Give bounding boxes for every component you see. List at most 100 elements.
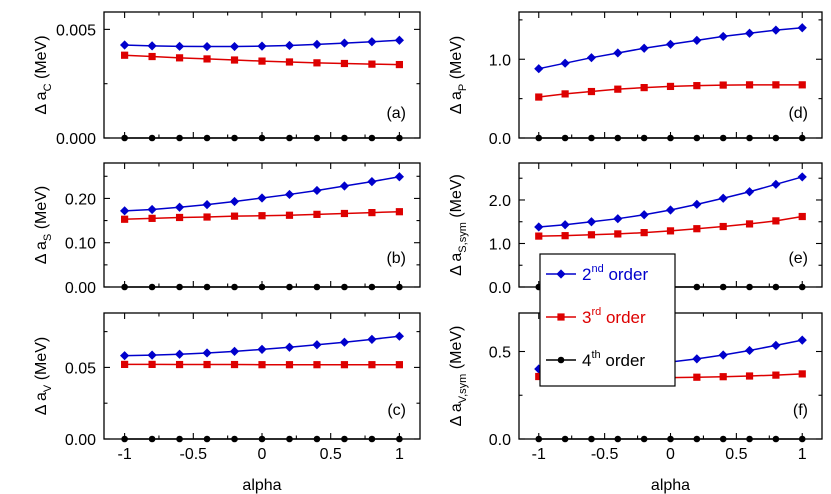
panel-d: 0.0 1.0 (d) Δ aP (MeV) [448, 11, 823, 148]
legend-num: 3 [582, 308, 591, 327]
data-point-3rd [285, 361, 294, 369]
data-point-2nd [284, 189, 295, 200]
data-point-3rd [587, 87, 596, 96]
data-point-3rd [340, 59, 349, 68]
data-point-4th [258, 283, 266, 291]
x-tick-label: -1 [117, 446, 131, 463]
x-tick-label: 0.5 [320, 446, 342, 463]
data-point-4th [313, 435, 321, 443]
data-point-2nd [771, 340, 781, 350]
y-label-var: Δ a [33, 91, 50, 114]
series-3rd [535, 212, 806, 240]
y-tick-label: 2.0 [489, 193, 511, 210]
data-point-2nd [202, 200, 212, 210]
panel-label: (a) [386, 105, 406, 122]
panel-b: 0.00 0.10 0.20 (b) Δ aS (MeV) [33, 162, 421, 297]
y-tick-label: 1.0 [489, 52, 511, 69]
data-point-2nd [534, 222, 544, 232]
data-point-3rd [230, 212, 239, 220]
data-point-3rd [395, 60, 403, 69]
data-point-4th [746, 283, 753, 291]
series-2nd [120, 35, 404, 52]
data-point-3rd [535, 93, 543, 101]
y-tick-label: 0.000 [56, 131, 96, 148]
y-axis-label: Δ aV,sym (MeV) [448, 326, 469, 427]
data-point-4th [341, 435, 348, 443]
data-point-3rd [340, 361, 349, 369]
data-point-3rd [368, 60, 376, 68]
data-point-4th [368, 134, 376, 142]
data-point-4th [719, 435, 727, 443]
data-point-3rd [666, 227, 675, 235]
data-point-2nd [147, 41, 157, 51]
y-label-subscript: S [42, 234, 54, 241]
data-point-3rd [798, 370, 806, 378]
data-point-4th [693, 283, 701, 291]
data-point-4th [313, 134, 321, 142]
data-point-3rd [745, 81, 754, 89]
panel-e: 0.0 1.0 2.0 (e) Δ aS,sym (MeV) [448, 162, 823, 297]
x-tick-label: -0.5 [591, 446, 619, 463]
data-point-2nd [312, 185, 322, 196]
data-point-2nd [339, 38, 350, 48]
data-point-3rd [148, 360, 156, 369]
data-point-2nd [120, 351, 130, 361]
y-tick-label: 0.5 [489, 345, 511, 362]
data-point-3rd [666, 82, 675, 91]
data-point-4th [258, 134, 266, 142]
data-point-3rd [535, 232, 543, 240]
data-point-3rd [203, 213, 211, 221]
panel-label: (d) [788, 105, 808, 122]
data-point-2nd [639, 210, 649, 220]
y-axis-label: Δ aV (MeV) [33, 337, 54, 416]
data-point-2nd [639, 43, 649, 53]
y-label-unit: (MeV) [33, 186, 50, 234]
data-point-4th [368, 283, 376, 291]
data-point-2nd [312, 39, 322, 49]
data-point-3rd [368, 361, 376, 369]
data-point-2nd [718, 350, 728, 360]
data-point-2nd [613, 214, 623, 224]
data-point-2nd [120, 40, 130, 50]
series-3rd [121, 208, 403, 223]
plot-frame [103, 312, 421, 440]
x-axis-label: alpha [651, 477, 690, 494]
series-3rd [535, 81, 806, 101]
x-tick-label: -0.5 [180, 446, 208, 463]
data-point-4th [286, 435, 293, 443]
data-point-3rd [772, 371, 780, 379]
data-point-3rd [395, 361, 403, 369]
data-point-2nd [312, 340, 322, 350]
data-point-2nd [120, 206, 130, 216]
data-point-2nd [367, 334, 377, 344]
legend-text: order [601, 308, 646, 327]
series-4th [535, 435, 806, 443]
data-point-2nd [718, 193, 728, 203]
data-point-4th [561, 435, 569, 443]
data-point-4th [667, 435, 674, 443]
y-tick-label: 0.00 [65, 280, 96, 297]
data-point-4th [231, 283, 238, 291]
y-label-subscript: S,sym [457, 222, 469, 253]
data-point-4th [231, 134, 238, 142]
panel-c: -1 -0.5 0 0.5 1 0.00 0.05 (c) Δ aV (MeV) alpha [33, 312, 421, 494]
data-point-4th [203, 134, 211, 142]
data-point-3rd [772, 81, 780, 89]
data-point-4th [176, 283, 183, 291]
data-point-2nd [560, 58, 570, 68]
data-point-3rd [693, 225, 701, 233]
data-point-2nd [339, 337, 350, 347]
data-point-2nd [665, 205, 676, 215]
data-point-4th [588, 435, 595, 443]
data-point-3rd [719, 222, 727, 231]
data-point-4th [693, 435, 701, 443]
series-4th [121, 134, 403, 142]
data-point-2nd [718, 31, 728, 42]
data-point-4th [614, 134, 622, 142]
series-2nd [120, 172, 404, 216]
data-point-2nd [744, 345, 755, 356]
data-point-3rd [313, 210, 321, 218]
data-point-3rd [148, 214, 156, 222]
data-point-4th [148, 134, 156, 142]
